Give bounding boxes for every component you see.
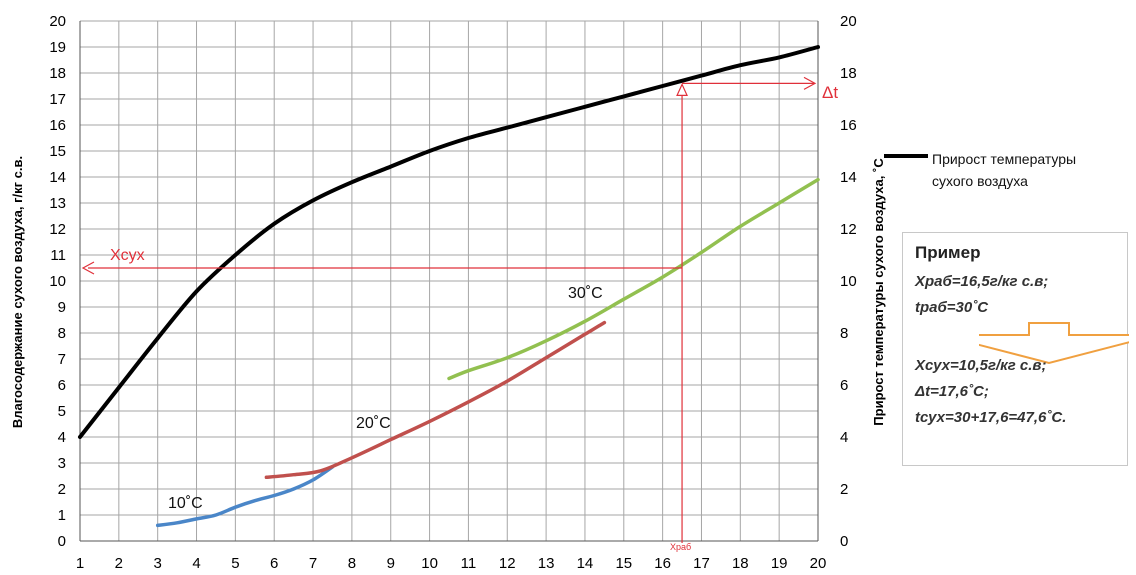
y2-tick-label: 2	[840, 481, 848, 498]
x-tick-label: 20	[810, 555, 827, 572]
y-tick-label: 13	[49, 195, 66, 212]
dt-label: Δt	[822, 83, 838, 102]
y2-tick-label: 8	[840, 325, 848, 342]
curve-label-30: 30˚С	[568, 285, 603, 302]
grid	[79, 20, 819, 542]
x-tick-label: 4	[192, 555, 200, 572]
legend-swatch	[884, 154, 928, 158]
series-line-0	[78, 45, 820, 439]
y-axis-title: Влагосодержание сухого воздуха, г/кг с.в…	[10, 156, 25, 428]
y2-tick-label: 0	[840, 533, 848, 550]
y2-tick-label: 4	[840, 429, 848, 446]
x-tick-label: 19	[771, 555, 788, 572]
y-tick-label: 1	[58, 507, 66, 524]
x-tick-label: 2	[115, 555, 123, 572]
y-tick-label: 7	[58, 351, 66, 368]
y-tick-label: 10	[49, 273, 66, 290]
y-tick-label: 8	[58, 325, 66, 342]
series-line-3	[447, 177, 820, 381]
x-tick-label: 1	[76, 555, 84, 572]
y2-axis-ticks: 0 2 4 6 8 10 12 14 16 18 20	[840, 13, 857, 550]
y-tick-label: 4	[58, 429, 66, 446]
example-line-2: tраб=30˚С	[915, 299, 989, 316]
y-tick-label: 12	[49, 221, 66, 238]
curve-label-10: 10˚С	[168, 495, 203, 512]
x-tick-label: 9	[387, 555, 395, 572]
series-line-2	[264, 320, 607, 480]
series-group	[78, 45, 820, 528]
example-title: Пример	[915, 243, 981, 262]
y-tick-label: 9	[58, 299, 66, 316]
example-line-4: Δt=17,6˚С;	[915, 383, 989, 400]
y-tick-label: 5	[58, 403, 66, 420]
x-tick-label: 15	[615, 555, 632, 572]
example-box: Пример Храб=16,5г/кг с.в; tраб=30˚С Хсух…	[902, 232, 1129, 466]
legend-label-line1: Прирост температуры	[932, 151, 1077, 167]
y-tick-label: 3	[58, 455, 66, 472]
y2-tick-label: 16	[840, 117, 857, 134]
x-dry-arrow-head	[81, 261, 95, 275]
x-tick-label: 3	[154, 555, 162, 572]
y2-axis-title: Прирост температуры сухого воздуха, ˚С	[871, 158, 886, 426]
x-tick-label: 11	[461, 555, 477, 572]
y-tick-label: 2	[58, 481, 66, 498]
y-tick-label: 16	[49, 117, 66, 134]
x-tick-label: 17	[693, 555, 710, 572]
y-tick-label: 15	[49, 143, 66, 160]
x-tick-label: 12	[499, 555, 516, 572]
y2-tick-label: 18	[840, 65, 857, 82]
y2-tick-label: 14	[840, 169, 857, 186]
y-tick-label: 11	[50, 247, 66, 264]
x-axis-ticks: 1 2 3 4 5 6 7 8 9 10 11 12 13 14 15 16 17 18 19 20	[76, 555, 827, 572]
down-arrow-icon	[979, 322, 1129, 365]
y2-tick-label: 12	[840, 221, 857, 238]
example-line-1: Храб=16,5г/кг с.в;	[915, 273, 1049, 290]
x-dry-label: Хсух	[110, 247, 145, 264]
y2-tick-label: 20	[840, 13, 857, 30]
y-tick-label: 20	[49, 13, 66, 30]
x-tick-label: 18	[732, 555, 749, 572]
x-tick-label: 13	[538, 555, 555, 572]
x-tick-label: 10	[421, 555, 438, 572]
example-line-3: Хсух=10,5г/кг с.в;	[915, 357, 1047, 374]
y-tick-label: 6	[58, 377, 66, 394]
y-tick-label: 19	[49, 39, 66, 56]
y-tick-label: 14	[49, 169, 66, 186]
y-tick-label: 0	[58, 533, 66, 550]
legend-label-line2: сухого воздуха	[932, 173, 1028, 189]
series-line-1	[155, 465, 335, 528]
x-tick-label: 7	[309, 555, 317, 572]
plot-frame	[79, 21, 819, 542]
x-work-label: Храб	[670, 542, 691, 552]
y-tick-label: 18	[49, 65, 66, 82]
curve-label-20: 20˚С	[356, 415, 391, 432]
x-work-arrow-head	[676, 82, 688, 97]
legend: Прирост температуры сухого воздуха	[884, 148, 1129, 192]
y-tick-label: 17	[49, 91, 66, 108]
x-tick-label: 6	[270, 555, 278, 572]
x-tick-label: 5	[231, 555, 239, 572]
x-tick-label: 8	[348, 555, 356, 572]
dt-arrow-head	[803, 76, 817, 90]
y2-tick-label: 6	[840, 377, 848, 394]
legend-label: Прирост температуры сухого воздуха	[932, 148, 1076, 192]
x-tick-label: 14	[577, 555, 594, 572]
y2-tick-label: 10	[840, 273, 857, 290]
guide-lines	[81, 76, 817, 543]
x-tick-label: 16	[654, 555, 671, 572]
example-line-5: tсух=30+17,6=47,6˚С.	[915, 409, 1067, 426]
